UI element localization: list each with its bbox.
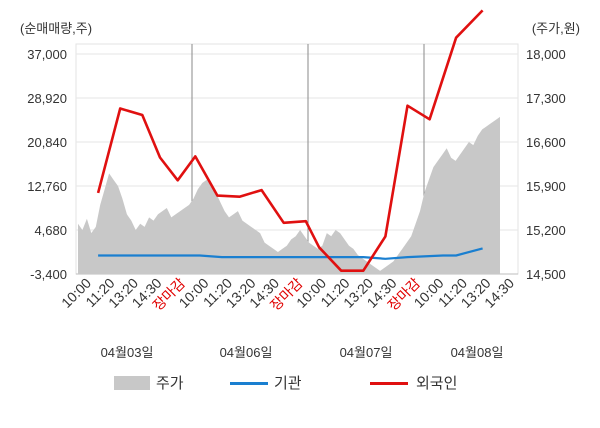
right-axis-title: (주가,원) [532,21,580,36]
legend-label-price: 주가 [156,375,184,392]
left-tick-label: 37,000 [27,47,67,62]
left-tick-label: 4,680 [34,223,67,238]
date-label: 04월08일 [451,345,504,360]
date-labels: 04월03일 04월06일 04월07일 04월08일 [101,345,504,360]
left-tick-label: 12,760 [27,179,67,194]
legend: 주가 기관 외국인 [114,375,457,392]
series-lines-layer [96,9,484,273]
legend-label-institution: 기관 [274,375,302,392]
date-label: 04월03일 [101,345,154,360]
right-tick-label: 18,000 [526,47,566,62]
series-price-area [78,116,500,275]
legend-swatch-institution [230,382,268,385]
legend-label-foreign: 외국인 [416,375,457,392]
date-label: 04월06일 [220,345,273,360]
series-institution-line [98,247,483,260]
left-axis: 37,000 28,920 20,840 12,760 4,680 -3,400 [27,47,67,282]
legend-swatch-foreign [370,382,408,385]
left-tick-label: 28,920 [27,91,67,106]
price-area-layer [78,116,500,275]
legend-swatch-price [114,376,150,390]
left-axis-title: (순매매량,주) [20,21,92,36]
left-tick-label: -3,400 [30,267,67,282]
x-axis: 10:0011:2013:2014:30장마감10:0011:2013:2014… [58,275,517,314]
date-label: 04월07일 [340,345,393,360]
left-tick-label: 20,840 [27,135,67,150]
right-axis: 18,000 17,300 16,600 15,900 15,200 14,500 [526,47,566,282]
series-foreign-line [96,9,484,273]
right-tick-label: 17,300 [526,91,566,106]
right-tick-label: 15,200 [526,223,566,238]
right-tick-label: 16,600 [526,135,566,150]
right-tick-label: 14,500 [526,267,566,282]
right-tick-label: 15,900 [526,179,566,194]
